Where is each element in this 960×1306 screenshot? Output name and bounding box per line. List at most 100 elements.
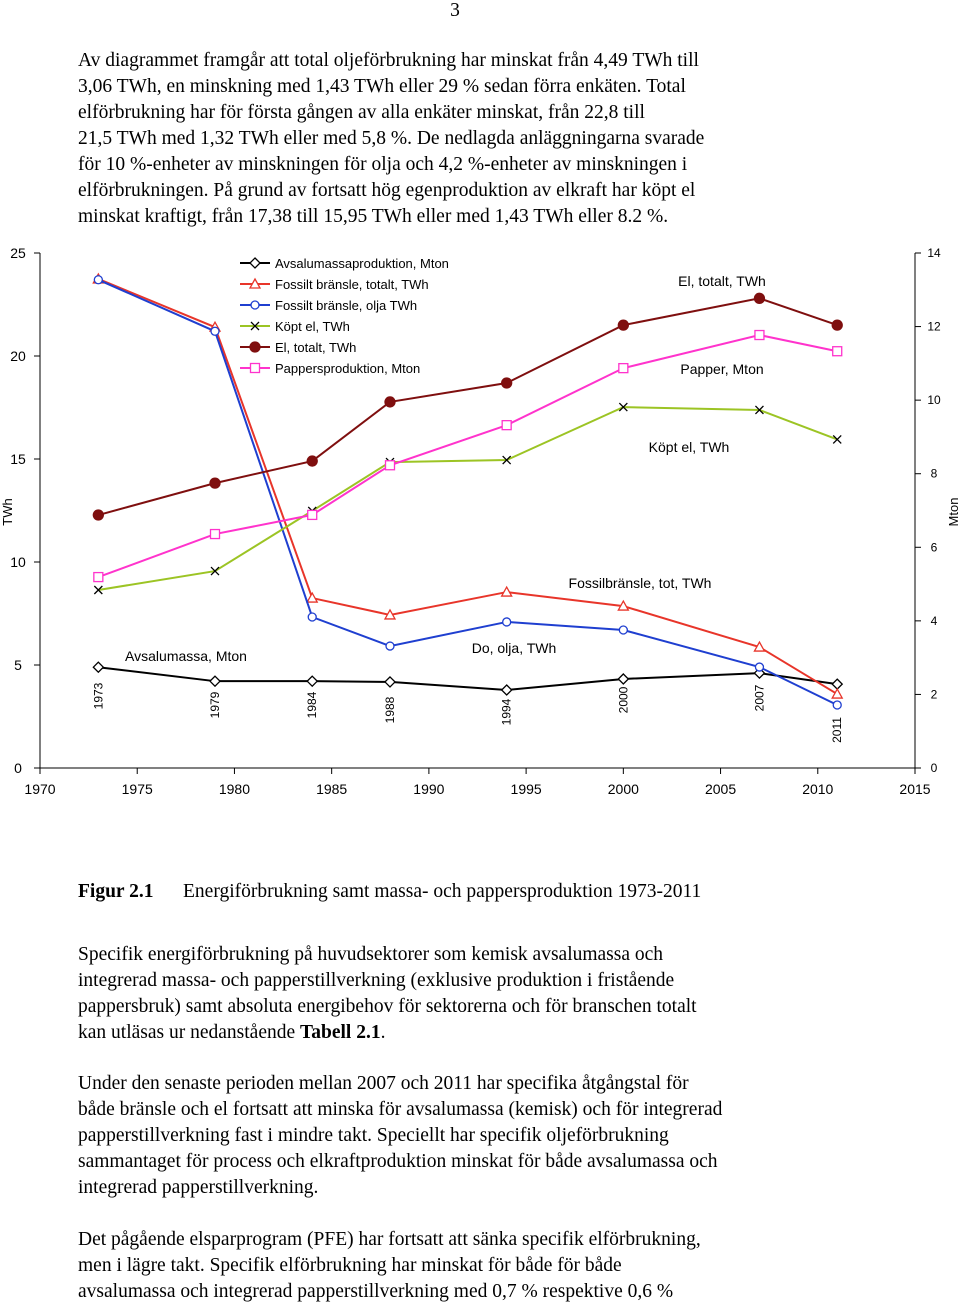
y2-tick-label: 14: [927, 246, 941, 260]
marker: [500, 684, 513, 696]
year-label: 1988: [383, 696, 397, 723]
y2-tick-label: 12: [927, 320, 941, 334]
year-label: 1994: [500, 698, 514, 725]
annotation: Avsalumassa, Mton: [125, 648, 247, 664]
intro-line: Av diagrammet framgår att total oljeförb…: [78, 50, 700, 71]
y2-tick-label: 4: [931, 614, 938, 628]
marker: [93, 585, 103, 595]
year-label: 2000: [616, 686, 630, 713]
marker: [500, 585, 513, 597]
series-line: [98, 666, 838, 692]
intro-line: elförbrukning har för första gången av a…: [78, 102, 646, 123]
legend-label: Köpt el, TWh: [275, 319, 350, 334]
marker: [248, 277, 262, 289]
marker: [384, 460, 396, 471]
marker: [209, 528, 221, 540]
marker: [831, 687, 844, 699]
marker: [307, 509, 318, 521]
marker: [832, 700, 842, 710]
marker: [93, 275, 103, 285]
marker: [249, 341, 261, 353]
paragraph-line: men i lägre takt. Specifik elförbrukning…: [78, 1255, 622, 1276]
annotation: Fossilbränsle, tot, TWh: [569, 575, 712, 591]
x-tick-label: 1970: [24, 781, 55, 797]
marker: [831, 678, 844, 691]
figure-caption: Figur 2.1 Energiförbrukning samt massa- o…: [78, 881, 701, 902]
marker: [250, 321, 260, 331]
page-number: 3: [450, 0, 460, 21]
paragraph-line: avsalumassa och integrerad papperstillve…: [78, 1281, 673, 1302]
series-line: [97, 278, 838, 695]
year-label: 1984: [305, 691, 319, 718]
x-tick-label: 1990: [413, 781, 444, 797]
y2-tick-label: 6: [931, 540, 938, 554]
paragraph-line: pappersbruk) samt absoluta energibehov f…: [78, 996, 697, 1017]
series-line: [98, 406, 838, 592]
marker: [210, 566, 220, 576]
y-tick-label: 25: [10, 245, 26, 261]
annotation: Do, olja, TWh: [472, 640, 557, 656]
legend-label: El, totalt, TWh: [275, 340, 356, 355]
marker: [754, 329, 765, 341]
paragraph-line: både bränsle och el fortsatt att minska …: [78, 1099, 723, 1120]
paragraph-line: Det pågående elsparprogram (PFE) har for…: [78, 1229, 701, 1250]
x-tick-label: 2010: [802, 781, 833, 797]
y2-tick-label: 2: [931, 687, 938, 701]
annotation: El, totalt, TWh: [678, 273, 766, 289]
marker: [306, 591, 319, 603]
intro-line: minskat kraftigt, från 17,38 till 15,95 …: [78, 206, 668, 227]
series-line: [97, 278, 838, 706]
intro-line: 3,06 TWh, en minskning med 1,43 TWh elle…: [78, 76, 686, 97]
bold-run: Tabell 2.1: [300, 1022, 381, 1043]
intro-line: elförbrukningen. På grund av fortsatt hö…: [78, 180, 696, 201]
marker: [93, 571, 104, 583]
year-label: 2007: [752, 684, 766, 711]
marker: [249, 362, 261, 374]
paragraph-line: papperstillverkning fast i mindre takt. …: [78, 1125, 669, 1146]
x-tick-label: 1995: [511, 781, 542, 797]
intro-line: 21,5 TWh med 1,32 TWh eller med 5,8 %. D…: [78, 128, 704, 149]
x-tick-label: 2015: [899, 781, 930, 797]
x-tick-label: 1985: [316, 781, 347, 797]
marker: [618, 402, 628, 412]
y-tick-label: 0: [14, 760, 22, 776]
marker: [249, 257, 261, 269]
marker: [250, 300, 260, 310]
paragraph-line: Under den senaste perioden mellan 2007 o…: [78, 1073, 689, 1094]
marker: [501, 377, 513, 389]
marker: [831, 319, 843, 331]
marker: [754, 662, 765, 672]
marker: [385, 641, 395, 651]
paragraph-line: integrerad massa- och papperstillverknin…: [78, 970, 674, 991]
marker: [383, 608, 397, 620]
marker: [753, 640, 766, 652]
x-tick-label: 1975: [122, 781, 153, 797]
legend-label: Fossilt bränsle, olja TWh: [275, 298, 417, 313]
marker: [502, 617, 512, 627]
marker: [501, 420, 512, 431]
year-label: 1979: [208, 691, 222, 718]
marker: [384, 396, 396, 408]
marker: [754, 405, 764, 415]
marker: [306, 455, 318, 467]
year-label: 1973: [91, 682, 105, 709]
y2-tick-label: 0: [931, 761, 938, 775]
y-tick-label: 5: [14, 657, 22, 673]
x-tick-label: 1980: [219, 781, 250, 797]
paragraph-line: kan utläsas ur nedanstående Tabell 2.1.: [78, 1022, 385, 1043]
marker: [92, 661, 105, 674]
x-tick-label: 2005: [705, 781, 736, 797]
series-line: [97, 334, 838, 579]
annotation: Köpt el, TWh: [649, 439, 730, 455]
marker: [617, 599, 630, 611]
marker: [209, 477, 221, 489]
y2-tick-label: 10: [927, 393, 941, 407]
marker: [209, 675, 221, 688]
legend-label: Pappersproduktion, Mton: [275, 361, 420, 376]
marker: [832, 346, 843, 357]
marker: [618, 625, 628, 635]
series-line: [98, 297, 838, 516]
y-tick-label: 20: [10, 348, 26, 364]
intro-line: för 10 %-enheter av minskningen för olja…: [78, 154, 688, 175]
